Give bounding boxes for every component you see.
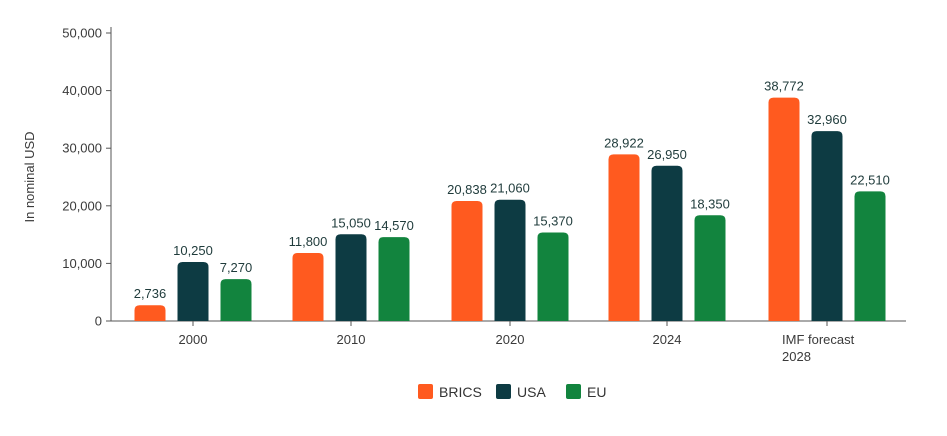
chart-bars bbox=[134, 97, 886, 321]
bar-brics-2024 bbox=[608, 154, 640, 321]
legend-swatch bbox=[496, 384, 511, 399]
bar-brics-2000 bbox=[134, 305, 166, 321]
bar-usa-imf-forecast-2028 bbox=[811, 131, 843, 321]
bar-brics-2020 bbox=[451, 200, 483, 321]
legend-label: EU bbox=[587, 384, 606, 400]
data-label: 15,370 bbox=[533, 213, 573, 228]
y-tick-label: 50,000 bbox=[62, 26, 102, 41]
data-label: 10,250 bbox=[173, 243, 213, 258]
y-tick-label: 20,000 bbox=[62, 198, 102, 213]
chart-axes: 0 10,000 20,000 30,000 40,000 50,000 In nomina… bbox=[22, 26, 906, 364]
bar-usa-2020 bbox=[494, 199, 526, 321]
data-label: 22,510 bbox=[850, 172, 890, 187]
bar-eu-imf-forecast-2028 bbox=[854, 191, 886, 321]
legend-item-brics: BRICS bbox=[418, 384, 482, 400]
data-label: 28,922 bbox=[604, 135, 644, 150]
data-label: 14,570 bbox=[374, 218, 414, 233]
bar-brics-2010 bbox=[292, 253, 324, 321]
y-axis-title: In nominal USD bbox=[22, 131, 37, 222]
bar-usa-2024 bbox=[651, 165, 683, 321]
y-tick-label: 40,000 bbox=[62, 83, 102, 98]
data-label: 18,350 bbox=[690, 196, 730, 211]
bar-eu-2020 bbox=[537, 232, 569, 321]
x-tick-label: 2024 bbox=[653, 332, 682, 347]
x-tick-label: 2010 bbox=[337, 332, 366, 347]
legend-item-usa: USA bbox=[496, 384, 546, 400]
y-tick-label: 30,000 bbox=[62, 141, 102, 156]
bar-eu-2010 bbox=[378, 237, 410, 321]
data-label: 21,060 bbox=[490, 181, 530, 196]
legend-label: BRICS bbox=[439, 384, 482, 400]
legend-swatch bbox=[566, 384, 581, 399]
legend-item-eu: EU bbox=[566, 384, 606, 400]
x-tick-label: 2020 bbox=[496, 332, 525, 347]
bar-brics-imf-forecast-2028 bbox=[768, 97, 800, 321]
bar-usa-2010 bbox=[335, 234, 367, 321]
data-label: 15,050 bbox=[331, 215, 371, 230]
data-label: 2,736 bbox=[134, 286, 167, 301]
legend-swatch bbox=[418, 384, 433, 399]
data-label: 7,270 bbox=[220, 260, 253, 275]
data-label: 20,838 bbox=[447, 182, 487, 197]
legend-label: USA bbox=[517, 384, 546, 400]
data-label: 32,960 bbox=[807, 112, 847, 127]
data-label: 26,950 bbox=[647, 147, 687, 162]
bar-eu-2024 bbox=[694, 215, 726, 321]
x-tick-label: 2000 bbox=[179, 332, 208, 347]
y-tick-label: 0 bbox=[95, 314, 102, 329]
y-tick-label: 10,000 bbox=[62, 256, 102, 271]
bar-eu-2000 bbox=[220, 279, 252, 321]
chart-legend: BRICS USA EU bbox=[418, 384, 606, 400]
data-label: 38,772 bbox=[764, 79, 804, 94]
data-label: 11,800 bbox=[289, 234, 328, 249]
x-tick-label: IMF forecast 2028 bbox=[782, 332, 855, 364]
bar-usa-2000 bbox=[177, 261, 209, 321]
